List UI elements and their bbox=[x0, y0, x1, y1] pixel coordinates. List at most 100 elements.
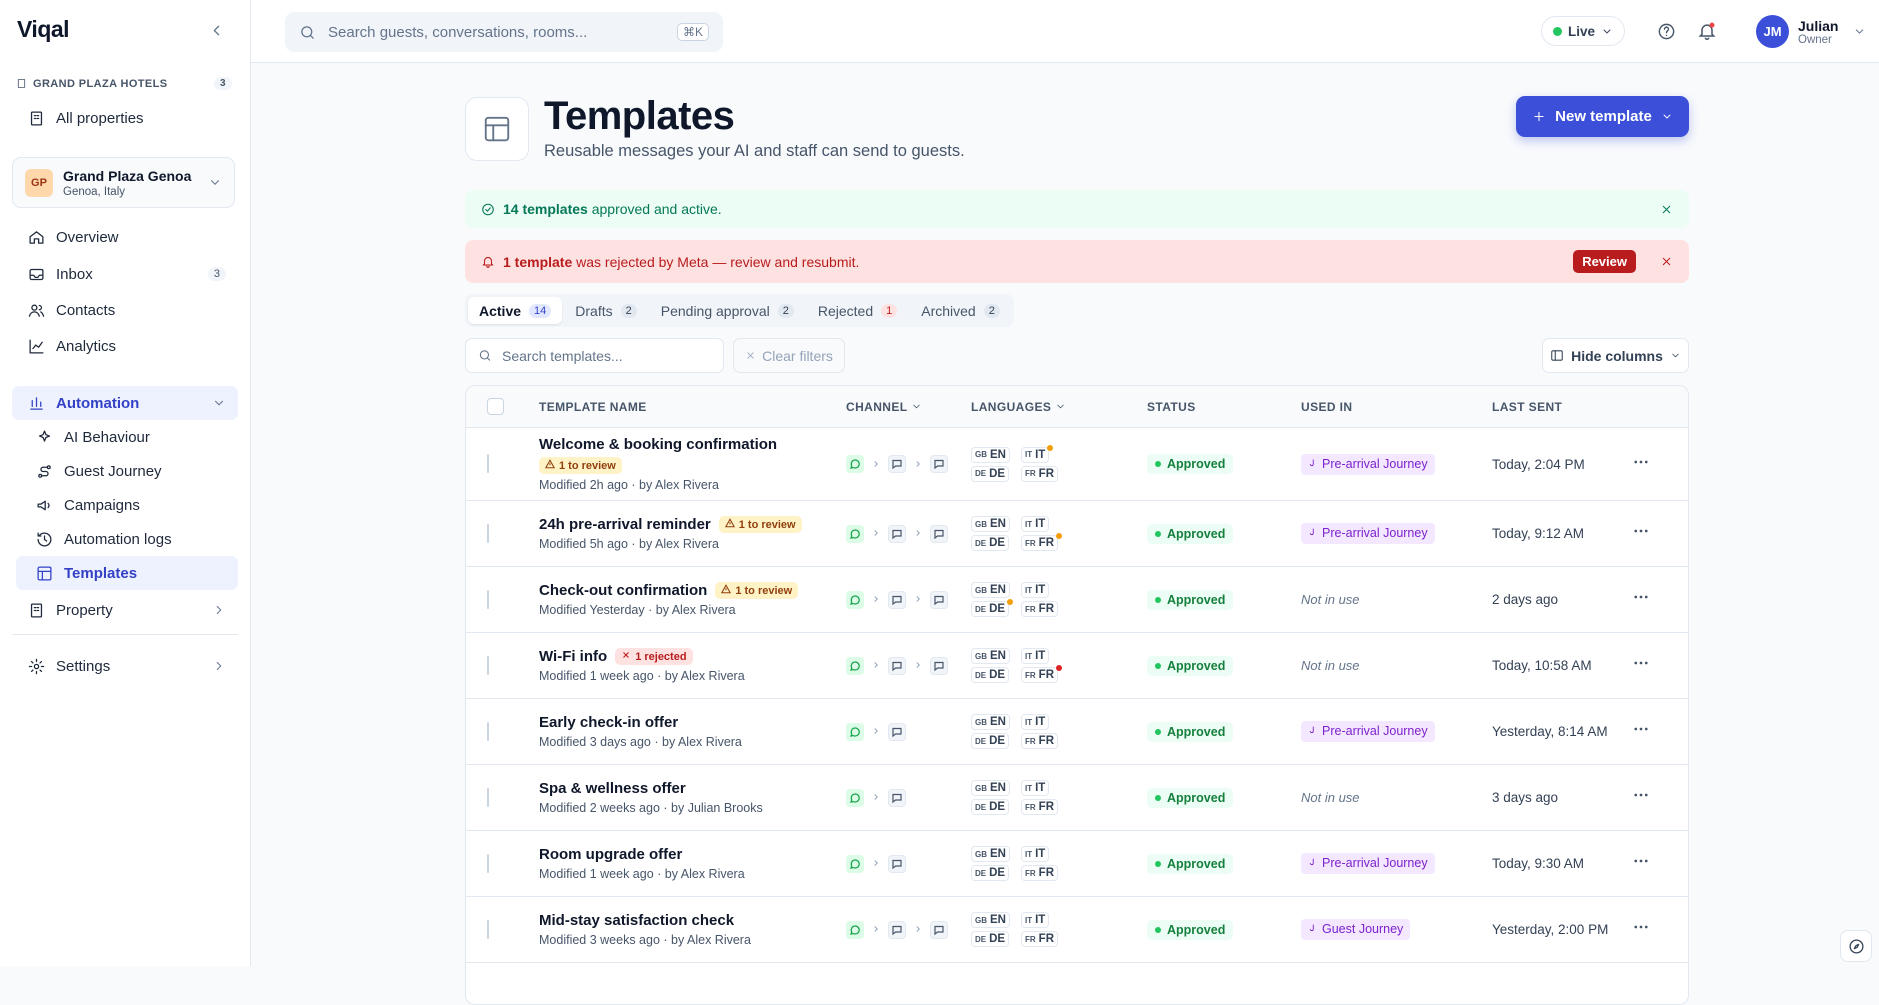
row-checkbox[interactable] bbox=[487, 919, 489, 939]
nav-contacts[interactable]: Contacts bbox=[12, 293, 238, 327]
arrow bbox=[913, 526, 923, 541]
row-checkbox[interactable] bbox=[487, 853, 489, 873]
status-dot bbox=[1155, 794, 1161, 801]
flag: IT bbox=[1025, 915, 1033, 925]
template-row[interactable]: 24h pre-arrival reminder 1 to review Modif… bbox=[466, 501, 1688, 567]
row-checkbox[interactable] bbox=[487, 454, 489, 473]
nav-guest-journey[interactable]: Guest Journey bbox=[16, 454, 238, 488]
channel-icon bbox=[846, 656, 864, 675]
language-code: FR bbox=[1038, 735, 1055, 747]
row-checkbox[interactable] bbox=[487, 655, 489, 675]
languages: GB EN IT IT DE DE FR FR bbox=[971, 714, 1147, 749]
row-menu[interactable] bbox=[1632, 852, 1688, 875]
nav-automation[interactable]: Automation bbox=[12, 386, 238, 420]
template-name[interactable]: Welcome & booking confirmation bbox=[539, 436, 778, 453]
journey-chip[interactable]: Pre-arrival Journey bbox=[1301, 853, 1435, 874]
collapse-button[interactable] bbox=[208, 22, 225, 39]
journey-chip[interactable]: Pre-arrival Journey bbox=[1301, 721, 1435, 742]
template-name[interactable]: 24h pre-arrival reminder bbox=[539, 516, 711, 533]
tab[interactable]: Archived 2 bbox=[910, 297, 1011, 324]
dismiss[interactable] bbox=[1660, 253, 1673, 270]
template-name[interactable]: Early check-in offer bbox=[539, 714, 679, 731]
live-status[interactable]: Live bbox=[1541, 16, 1625, 46]
assistant-button[interactable] bbox=[1840, 930, 1872, 962]
nav-property[interactable]: Property bbox=[12, 593, 238, 627]
select-all[interactable] bbox=[487, 398, 504, 415]
row-menu[interactable] bbox=[1632, 786, 1688, 809]
journey-chip[interactable]: Pre-arrival Journey bbox=[1301, 453, 1435, 475]
row-checkbox[interactable] bbox=[487, 787, 489, 807]
template-row[interactable]: Mid-stay satisfaction check Modified 3 we… bbox=[466, 897, 1688, 963]
column-header[interactable]: CHANNEL bbox=[846, 398, 971, 415]
journey-chip[interactable]: Guest Journey bbox=[1301, 919, 1411, 940]
dismiss[interactable] bbox=[1660, 201, 1673, 218]
template-name[interactable]: Room upgrade offer bbox=[539, 846, 683, 863]
template-search[interactable]: Search templates... bbox=[465, 338, 724, 373]
new-template-button[interactable]: New template bbox=[1516, 96, 1689, 137]
template-row[interactable]: Early check-in offer Modified 3 days ago … bbox=[466, 699, 1688, 765]
row-menu[interactable] bbox=[1632, 453, 1688, 476]
template-row[interactable]: Check-out confirmation 1 to review Modifie… bbox=[466, 567, 1688, 633]
channel-icon bbox=[846, 920, 864, 939]
journey-chip[interactable]: Pre-arrival Journey bbox=[1301, 523, 1435, 544]
template-name[interactable]: Wi-Fi info bbox=[539, 648, 608, 665]
flag: DE bbox=[975, 934, 987, 944]
column-header[interactable]: LANGUAGES bbox=[971, 398, 1147, 415]
flag: DE bbox=[975, 604, 987, 614]
nav-campaigns[interactable]: Campaigns bbox=[16, 488, 238, 522]
tab[interactable]: Active 14 bbox=[468, 297, 563, 324]
row-menu[interactable] bbox=[1632, 522, 1688, 545]
last-sent: 3 days ago bbox=[1492, 790, 1559, 805]
tab[interactable]: Drafts 2 bbox=[564, 297, 647, 324]
modified: Modified 3 weeks ago · by Alex Rivera bbox=[539, 933, 751, 947]
badge-text: 1 rejected bbox=[635, 650, 687, 663]
languages: GB EN IT IT DE DE FR FR bbox=[971, 582, 1147, 617]
nav-settings[interactable]: Settings bbox=[12, 649, 238, 683]
review-button[interactable]: Review bbox=[1573, 250, 1636, 273]
template-name[interactable]: Spa & wellness offer bbox=[539, 780, 686, 797]
help-button[interactable] bbox=[1657, 22, 1676, 41]
language-chip: GB EN bbox=[971, 648, 1010, 664]
nav-overview[interactable]: Overview bbox=[12, 220, 238, 254]
tab[interactable]: Rejected 1 bbox=[807, 297, 908, 324]
user-menu[interactable]: JM Julian Owner bbox=[1756, 15, 1866, 48]
cell bbox=[466, 853, 539, 873]
flag: IT bbox=[1025, 450, 1033, 459]
template-name[interactable]: Check-out confirmation bbox=[539, 582, 708, 599]
row-menu[interactable] bbox=[1632, 588, 1688, 611]
nav-templates[interactable]: Templates bbox=[16, 556, 238, 590]
language-code: EN bbox=[990, 716, 1006, 728]
row-menu[interactable] bbox=[1632, 654, 1688, 677]
nav-label: AI Behaviour bbox=[64, 428, 150, 446]
template-name[interactable]: Mid-stay satisfaction check bbox=[539, 912, 735, 929]
clear-filters[interactable]: Clear filters bbox=[733, 338, 845, 373]
name-cell: Wi-Fi info 1 rejected Modified 1 week ago … bbox=[539, 648, 846, 683]
template-row[interactable]: Room upgrade offer Modified 1 week ago · … bbox=[466, 831, 1688, 897]
nav-analytics[interactable]: Analytics bbox=[12, 329, 238, 363]
flag: FR bbox=[1025, 802, 1036, 812]
nav-all-properties[interactable]: All properties bbox=[12, 101, 238, 135]
template-row[interactable]: Wi-Fi info 1 rejected Modified 1 week ago … bbox=[466, 633, 1688, 699]
tab[interactable]: Pending approval 2 bbox=[650, 297, 805, 324]
row-checkbox[interactable] bbox=[487, 589, 489, 609]
column-header: STATUS bbox=[1147, 399, 1196, 414]
status-pill: Approved bbox=[1147, 454, 1234, 474]
row-menu[interactable] bbox=[1632, 720, 1688, 743]
nav-ai-behaviour[interactable]: AI Behaviour bbox=[16, 420, 238, 454]
row-checkbox[interactable] bbox=[487, 523, 489, 543]
journey-name: Pre-arrival Journey bbox=[1322, 724, 1428, 738]
row-checkbox[interactable] bbox=[487, 721, 489, 741]
hide-columns[interactable]: Hide columns bbox=[1542, 338, 1689, 373]
brand[interactable]: Viqal bbox=[17, 16, 70, 42]
template-row[interactable]: Welcome & booking confirmation 1 to revie… bbox=[466, 428, 1688, 501]
property-switcher[interactable]: GP Grand Plaza Genoa Genoa, Italy bbox=[12, 157, 235, 208]
nav-label: Property bbox=[56, 601, 113, 619]
global-search[interactable]: Search guests, conversations, rooms... ⌘K bbox=[285, 12, 723, 52]
nav-inbox[interactable]: Inbox 3 bbox=[12, 257, 238, 291]
notifications-button[interactable] bbox=[1697, 21, 1717, 41]
language-chip: FR FR bbox=[1021, 665, 1063, 683]
language-chip: FR FR bbox=[1021, 865, 1059, 881]
template-row[interactable]: Spa & wellness offer Modified 2 weeks ago… bbox=[466, 765, 1688, 831]
nav-automation-logs[interactable]: Automation logs bbox=[16, 522, 238, 556]
row-menu[interactable] bbox=[1632, 918, 1688, 941]
